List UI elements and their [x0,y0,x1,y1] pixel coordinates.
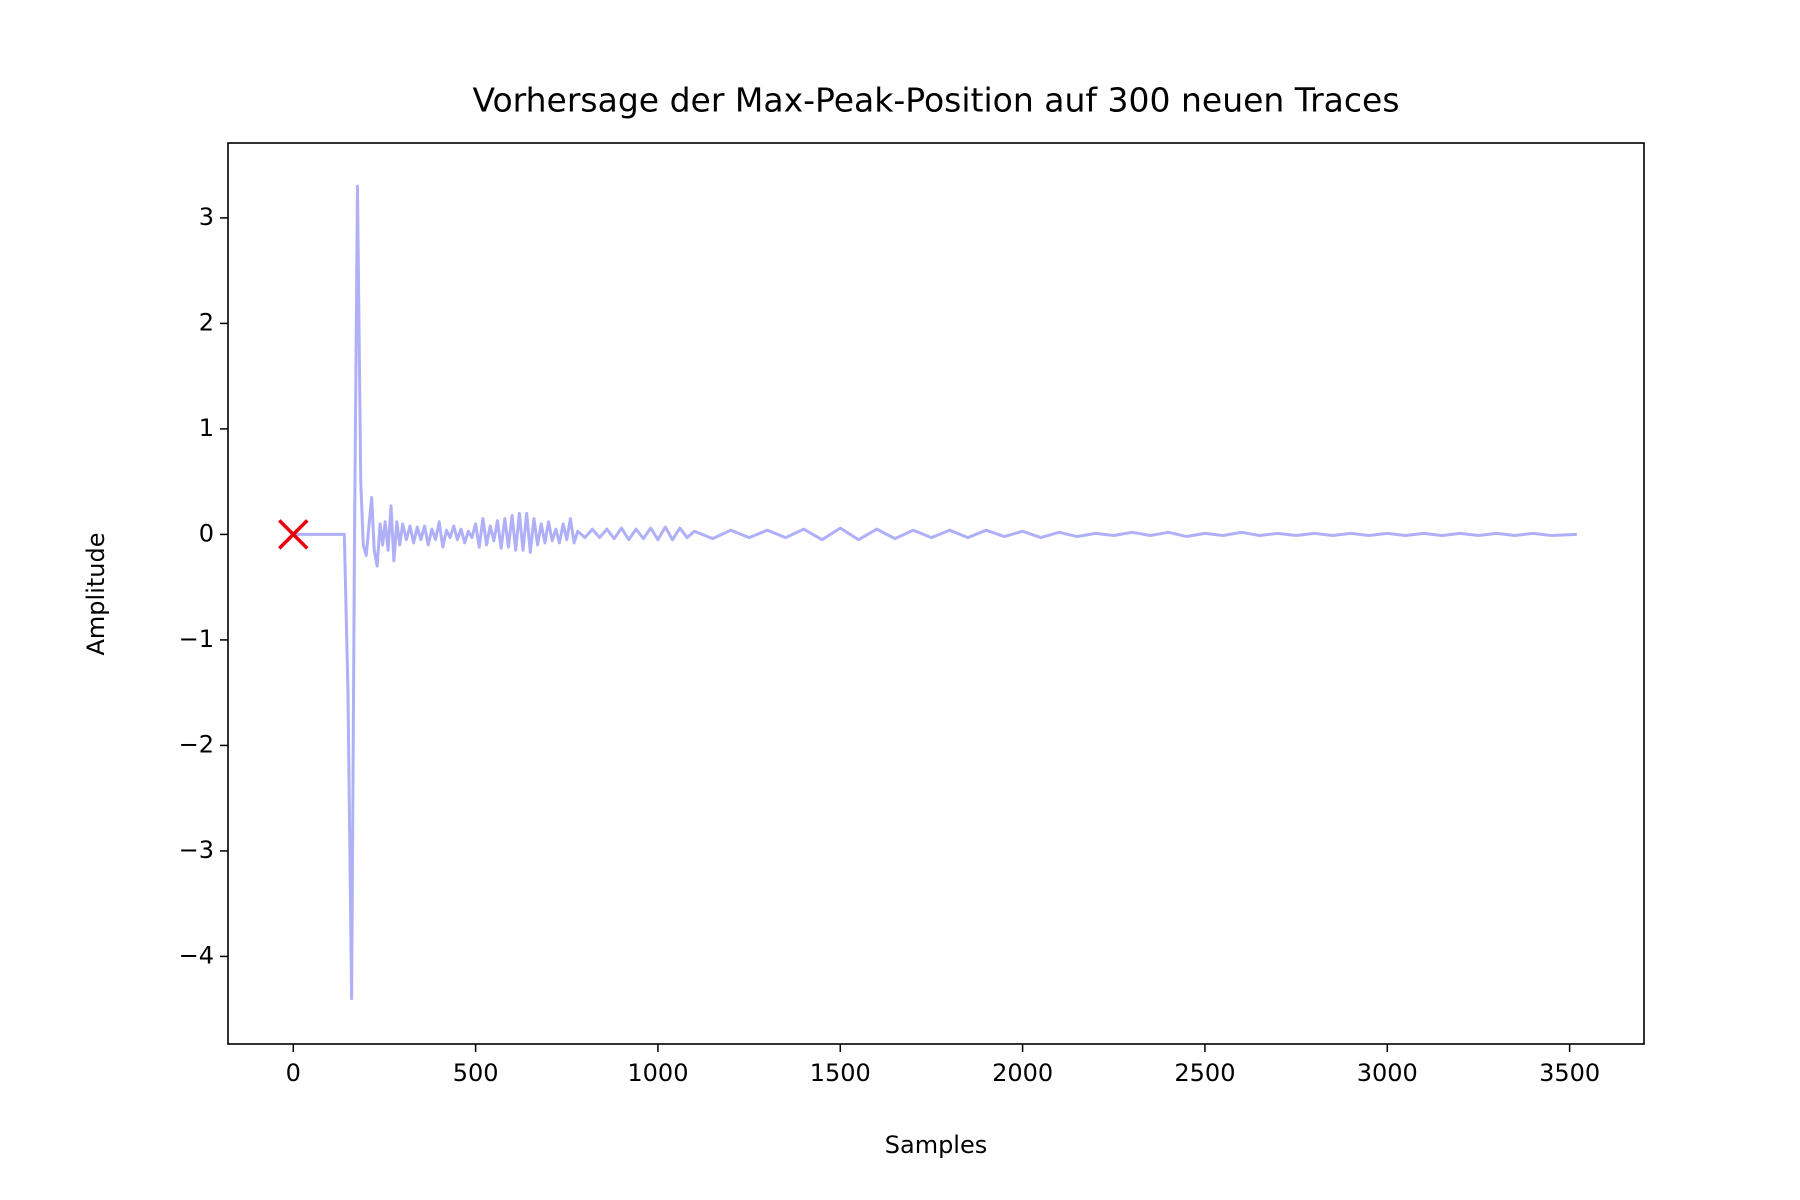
y-tick-label: 2 [199,308,214,336]
y-tick-label: −3 [179,836,214,864]
y-tick-label: −2 [179,730,214,758]
y-tick-label: 0 [199,519,214,547]
y-tick-label: −1 [179,625,214,653]
x-tick-label: 0 [286,1059,301,1087]
x-tick-label: 2000 [992,1059,1053,1087]
x-tick-label: 1500 [810,1059,871,1087]
x-tick-label: 500 [453,1059,499,1087]
y-tick-label: −4 [179,941,214,969]
x-tick-label: 3000 [1357,1059,1418,1087]
x-tick-label: 3500 [1539,1059,1600,1087]
y-tick-label: 1 [199,414,214,442]
y-axis-label: Amplitude [82,533,110,656]
y-tick-label: 3 [199,203,214,231]
marker [278,519,309,550]
x-tick-label: 2500 [1174,1059,1235,1087]
chart-title: Vorhersage der Max-Peak-Position auf 300… [472,81,1399,120]
plot-frame [227,142,1645,1045]
x-tick-label: 1000 [627,1059,688,1087]
x-axis-label: Samples [885,1131,988,1159]
data-line [293,184,1577,1001]
